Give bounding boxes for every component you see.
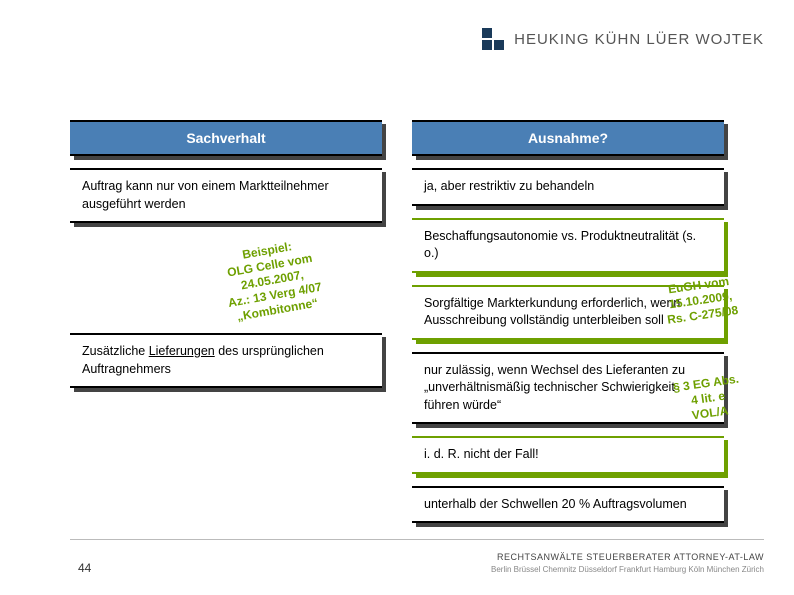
brand-logo: HEUKING KÜHN LÜER WOJTEK	[482, 28, 764, 50]
footer-cities: Berlin Brüssel Chemnitz Düsseldorf Frank…	[491, 564, 764, 575]
footer-divider	[70, 539, 764, 540]
slide-content: Sachverhalt Auftrag kann nur von einem M…	[70, 120, 724, 523]
brand-name: HEUKING KÜHN LÜER WOJTEK	[514, 31, 764, 48]
footer: RECHTSANWÄLTE STEUERBERATER ATTORNEY-AT-…	[491, 551, 764, 575]
right-box-5: i. d. R. nicht der Fall!	[412, 436, 724, 474]
footer-roles: RECHTSANWÄLTE STEUERBERATER ATTORNEY-AT-…	[491, 551, 764, 564]
left-header: Sachverhalt	[70, 120, 382, 156]
logo-mark	[482, 28, 504, 50]
right-box-4: nur zulässig, wenn Wechsel des Lieferant…	[412, 352, 724, 425]
right-box-1: ja, aber restriktiv zu behandeln	[412, 168, 724, 206]
right-box-3: Sorgfältige Markterkundung erforderlich,…	[412, 285, 724, 340]
right-box-6: unterhalb der Schwellen 20 % Auftragsvol…	[412, 486, 724, 524]
left-column: Sachverhalt Auftrag kann nur von einem M…	[70, 120, 382, 523]
left-box-1: Auftrag kann nur von einem Marktteilnehm…	[70, 168, 382, 223]
left-box-2: Zusätzliche Lieferungen des ursprünglich…	[70, 333, 382, 388]
right-column: Ausnahme? ja, aber restriktiv zu behande…	[412, 120, 724, 523]
right-box-2: Beschaffungsautonomie vs. Produktneutral…	[412, 218, 724, 273]
page-number: 44	[78, 561, 91, 575]
right-header: Ausnahme?	[412, 120, 724, 156]
